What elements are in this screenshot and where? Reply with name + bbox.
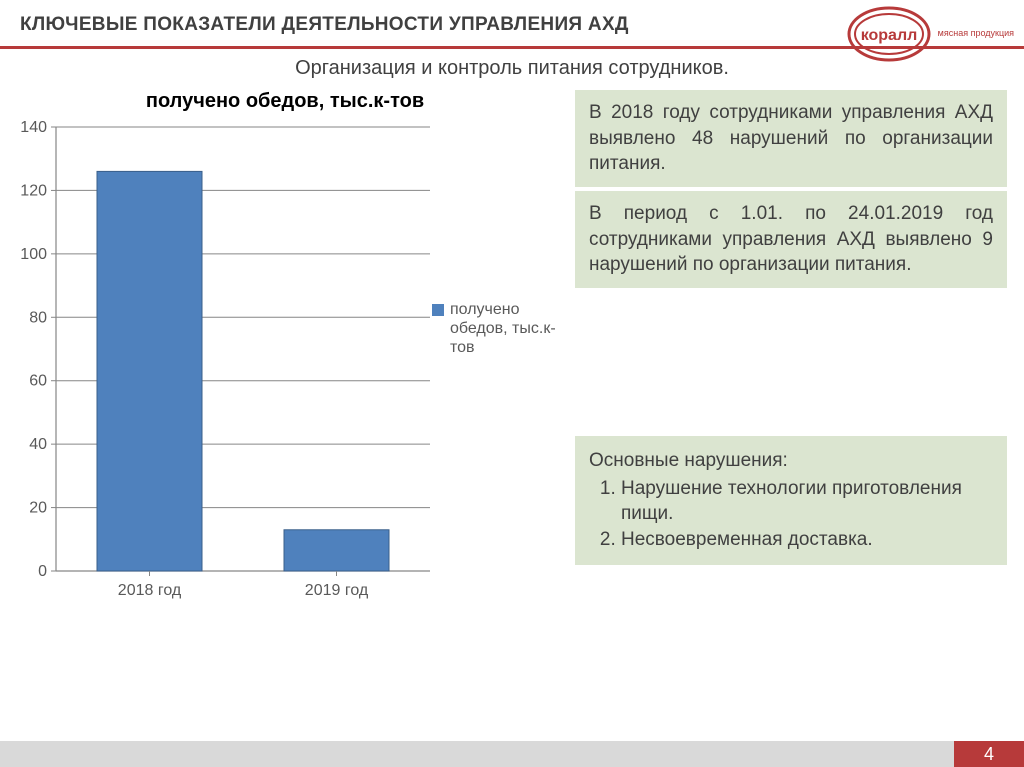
bar-chart: 0 20 40 60 80 100 120 140 2018 год 2019 год xyxy=(10,121,440,611)
svg-text:120: 120 xyxy=(20,182,47,199)
svg-text:100: 100 xyxy=(20,246,47,263)
footer-bar xyxy=(0,741,954,767)
svg-text:0: 0 xyxy=(38,563,47,580)
chart-title: получено обедов, тыс.к-тов xyxy=(10,90,560,113)
violation-item: Несвоевременная доставка. xyxy=(621,527,993,553)
info-column: В 2018 году сотрудниками управления АХД … xyxy=(575,90,1007,292)
svg-text:2018 год: 2018 год xyxy=(118,582,182,599)
info-box-1: В 2018 году сотрудниками управления АХД … xyxy=(575,90,1007,187)
info-box-2: В период с 1.01. по 24.01.2019 год сотру… xyxy=(575,191,1007,288)
legend-label: получено обедов, тыс.к-тов xyxy=(450,300,570,358)
violations-title: Основные нарушения: xyxy=(589,448,993,474)
svg-text:140: 140 xyxy=(20,121,47,136)
page-number: 4 xyxy=(954,741,1024,767)
legend-swatch xyxy=(432,304,444,316)
svg-text:20: 20 xyxy=(29,500,47,517)
svg-text:2019 год: 2019 год xyxy=(305,582,369,599)
logo-ellipse: коралл xyxy=(844,2,934,66)
footer: 4 xyxy=(0,741,1024,767)
svg-text:60: 60 xyxy=(29,373,47,390)
logo-text: коралл xyxy=(860,27,917,44)
logo: коралл мясная продукция xyxy=(844,2,1014,66)
svg-text:40: 40 xyxy=(29,436,47,453)
violations-list: Нарушение технологии приготовления пищи.… xyxy=(589,476,993,553)
svg-text:80: 80 xyxy=(29,309,47,326)
violations-box: Основные нарушения: Нарушение технологии… xyxy=(575,436,1007,565)
logo-tagline: мясная продукция xyxy=(938,29,1014,39)
violation-item: Нарушение технологии приготовления пищи. xyxy=(621,476,993,527)
chart-legend: получено обедов, тыс.к-тов xyxy=(432,300,570,358)
